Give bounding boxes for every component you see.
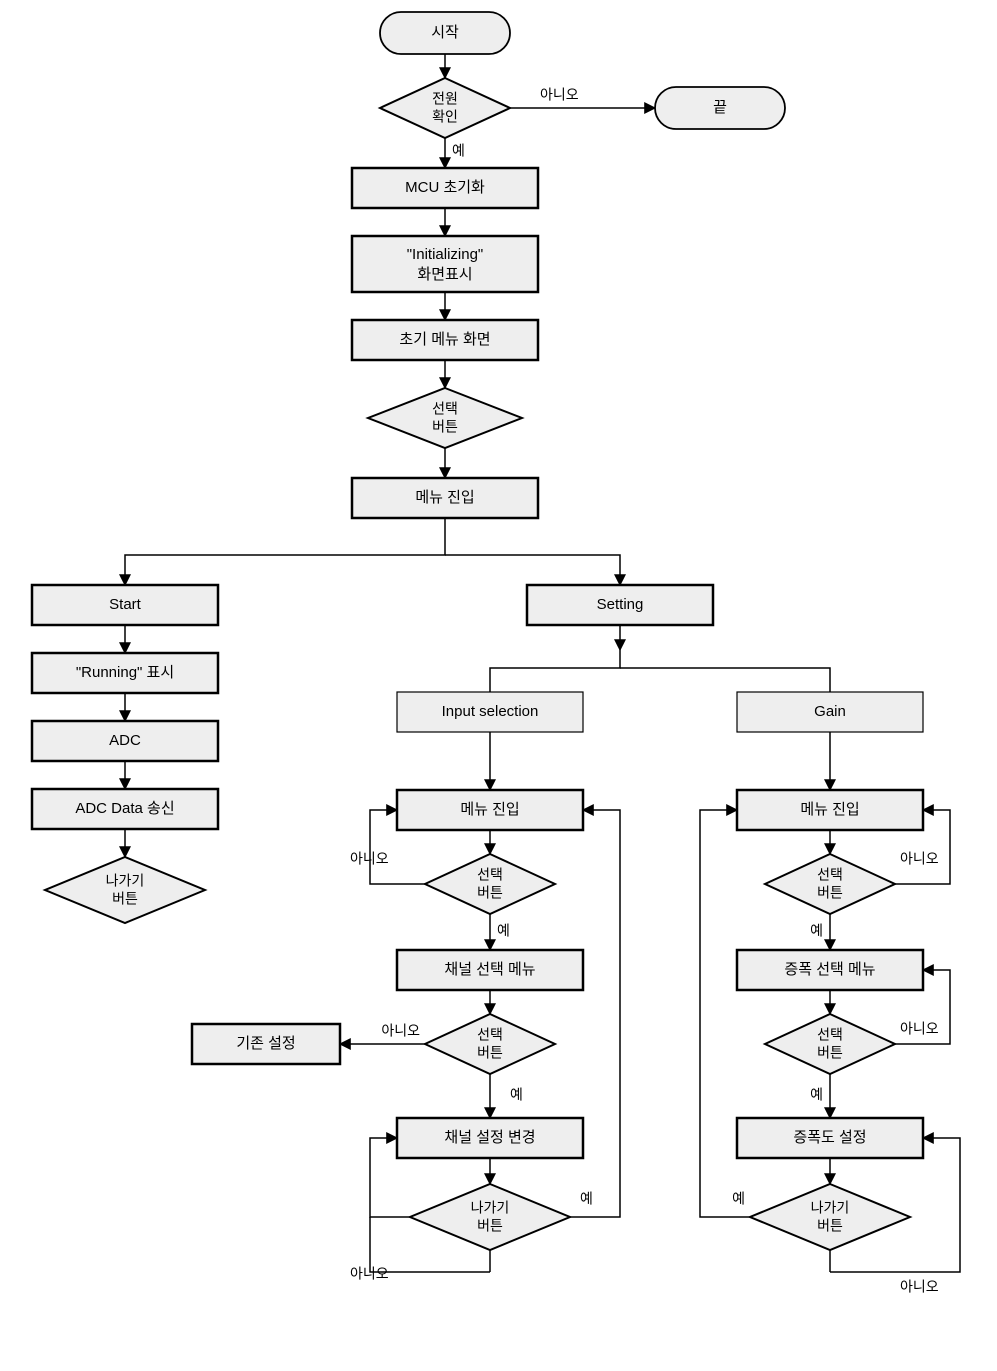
s3-yes-label: 예 (510, 1087, 523, 1103)
start-box-label: Start (109, 596, 142, 613)
init-menu-label: 초기 메뉴 화면 (399, 331, 490, 348)
amp-menu-label: 증폭 선택 메뉴 (784, 961, 875, 978)
sel-btn3-l1: 선택 (477, 1027, 503, 1043)
chan-menu-label: 채널 선택 메뉴 (444, 961, 535, 978)
er-yes-label: 예 (732, 1191, 745, 1207)
running-label: "Running" 표시 (76, 664, 174, 681)
flowchart: 시작 전원 확인 아니오 끝 예 MCU 초기화 "Initializing" … (0, 0, 997, 1371)
pc-no-label: 아니오 (540, 87, 579, 103)
power-check-l1: 전원 (432, 91, 458, 107)
s5-no-label: 아니오 (900, 1021, 939, 1037)
sel-btn2-l2: 버튼 (477, 885, 503, 901)
sel-btn3-l2: 버튼 (477, 1045, 503, 1061)
menu-enter2-label: 메뉴 진입 (460, 801, 519, 818)
s2-yes-label: 예 (497, 923, 510, 939)
exit-btn-left-l1: 나가기 (106, 873, 145, 889)
input-sel-label: Input selection (442, 703, 539, 720)
init-disp-node (352, 236, 538, 292)
power-check-l2: 확인 (432, 109, 458, 125)
exit-btn-left-l2: 버튼 (112, 891, 138, 907)
chan-change-label: 채널 설정 변경 (444, 1129, 535, 1146)
gain-label: Gain (814, 703, 846, 720)
mcu-init-label: MCU 초기화 (405, 179, 485, 196)
sel-btn-top-l1: 선택 (432, 401, 458, 417)
sel-btn-top-l2: 버튼 (432, 419, 458, 435)
init-disp-l2: 화면표시 (417, 266, 472, 283)
amp-set-label: 증폭도 설정 (793, 1129, 866, 1146)
pc-yes-label: 예 (452, 143, 465, 159)
menu-enter-label: 메뉴 진입 (415, 489, 474, 506)
adc-send-label: ADC Data 송신 (75, 800, 174, 817)
s4-no-label: 아니오 (900, 851, 939, 867)
s4-yes-label: 예 (810, 923, 823, 939)
s5-yes-label: 예 (810, 1087, 823, 1103)
sel-btn4-l2: 버튼 (817, 885, 843, 901)
menu-enter3-label: 메뉴 진입 (800, 801, 859, 818)
s2-no-label: 아니오 (350, 851, 389, 867)
sel-btn2-l1: 선택 (477, 867, 503, 883)
end-label: 끝 (713, 99, 727, 116)
setting-label: Setting (597, 596, 644, 613)
er-no-label: 아니오 (900, 1279, 939, 1295)
s3-no-label: 아니오 (381, 1023, 420, 1039)
adc-label: ADC (109, 732, 141, 749)
sel-btn5-l2: 버튼 (817, 1045, 843, 1061)
sel-btn5-l1: 선택 (817, 1027, 843, 1043)
exit-btn-right-l1: 나가기 (811, 1200, 850, 1216)
keep-setting-label: 기존 설정 (236, 1035, 295, 1052)
sel-btn4-l1: 선택 (817, 867, 843, 883)
start-label: 시작 (431, 24, 459, 41)
em-yes-label: 예 (580, 1191, 593, 1207)
exit-btn-mid-l1: 나가기 (471, 1200, 510, 1216)
exit-btn-right-l2: 버튼 (817, 1218, 843, 1234)
exit-btn-mid-l2: 버튼 (477, 1218, 503, 1234)
init-disp-l1: "Initializing" (407, 246, 484, 263)
